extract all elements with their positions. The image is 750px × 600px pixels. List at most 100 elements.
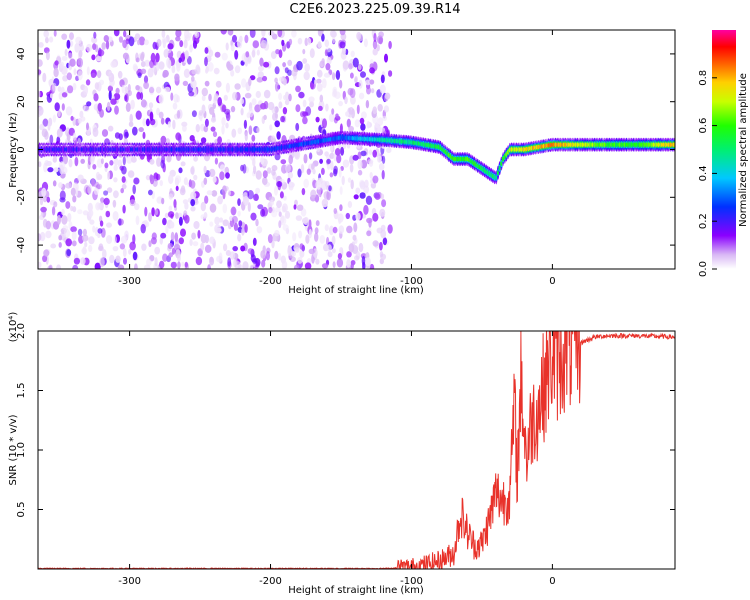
noise-cell: [204, 234, 209, 244]
noise-cell: [137, 72, 142, 79]
noise-cell: [377, 155, 382, 163]
noise-cell: [159, 236, 163, 245]
noise-cell: [184, 214, 190, 224]
noise-cell: [221, 52, 228, 61]
noise-cell: [335, 70, 341, 80]
noise-cell: [135, 85, 140, 91]
noise-cell: [237, 210, 241, 217]
noise-cell: [52, 82, 57, 92]
noise-cell: [365, 100, 370, 109]
noise-cell: [65, 106, 73, 116]
noise-cell: [387, 224, 393, 234]
noise-cell: [222, 190, 226, 200]
noise-cell: [82, 246, 87, 255]
noise-cell: [67, 52, 73, 59]
noise-cell: [299, 249, 305, 258]
noise-cell: [113, 190, 119, 199]
noise-cell: [144, 206, 148, 217]
noise-cell: [287, 59, 293, 66]
noise-cell: [239, 35, 243, 43]
noise-cell: [298, 91, 305, 99]
noise-cell: [112, 211, 119, 221]
noise-cell: [368, 149, 373, 155]
noise-cell: [145, 174, 151, 181]
noise-cell: [204, 47, 209, 54]
noise-cell: [346, 251, 352, 258]
noise-cell: [113, 177, 118, 183]
noise-cell: [129, 113, 133, 124]
noise-cell: [320, 180, 328, 191]
noise-cell: [40, 211, 44, 218]
noise-cell: [141, 243, 147, 251]
noise-cell: [311, 163, 315, 170]
noise-cell: [143, 39, 149, 46]
noise-cell: [140, 223, 146, 234]
noise-cell: [191, 69, 198, 75]
noise-cell: [180, 228, 186, 237]
noise-cell: [209, 203, 217, 213]
noise-cell: [109, 254, 115, 264]
noise-cell: [295, 122, 300, 132]
noise-cell: [244, 34, 249, 44]
noise-cell: [319, 94, 324, 103]
ridge-cell: [498, 166, 501, 171]
noise-cell: [173, 93, 179, 104]
noise-cell: [262, 170, 268, 179]
noise-cell: [353, 222, 358, 233]
noise-cell: [113, 158, 119, 166]
noise-cell: [56, 264, 62, 269]
noise-cell: [360, 123, 366, 131]
noise-cell: [242, 195, 249, 206]
noise-cell: [99, 257, 105, 268]
noise-cell: [129, 199, 136, 207]
noise-cell: [178, 216, 183, 226]
noise-cell: [118, 218, 122, 226]
noise-cell: [352, 234, 357, 241]
noise-cell: [249, 264, 254, 269]
noise-cell: [231, 215, 238, 224]
noise-cell: [278, 220, 282, 229]
noise-cell: [252, 258, 258, 264]
noise-cell: [349, 88, 356, 99]
noise-cell: [170, 231, 175, 242]
noise-cell: [73, 257, 80, 265]
noise-cell: [346, 225, 353, 234]
noise-cell: [284, 91, 290, 101]
noise-cell: [288, 154, 294, 165]
noise-cell: [314, 232, 319, 242]
noise-cell: [321, 33, 325, 42]
noise-cell: [38, 161, 42, 168]
noise-cell: [103, 197, 110, 205]
noise-cell: [203, 165, 207, 174]
noise-cell: [158, 61, 165, 70]
noise-cell: [214, 216, 220, 225]
noise-cell: [113, 164, 118, 171]
noise-cell: [366, 86, 371, 95]
noise-cell: [207, 62, 214, 72]
noise-cell: [123, 129, 129, 139]
colorbar-tick-label: 0.2: [698, 213, 709, 229]
noise-cell: [106, 101, 111, 112]
noise-cell: [247, 248, 254, 255]
noise-cell: [103, 35, 110, 42]
noise-cell: [209, 221, 214, 227]
noise-cell: [214, 94, 219, 100]
noise-cell: [242, 164, 247, 174]
noise-cell: [209, 168, 216, 178]
spectrogram-noise: [38, 30, 393, 269]
noise-cell: [42, 118, 49, 127]
noise-cell: [86, 43, 92, 53]
noise-cell: [225, 82, 230, 93]
noise-cell: [93, 93, 99, 102]
noise-cell: [125, 102, 131, 113]
noise-cell: [332, 35, 336, 44]
noise-cell: [319, 60, 324, 68]
noise-cell: [163, 49, 169, 58]
noise-cell: [329, 152, 335, 159]
noise-cell: [128, 121, 134, 127]
noise-cell: [347, 177, 352, 183]
noise-cell: [344, 96, 348, 105]
noise-cell: [302, 99, 307, 108]
noise-cell: [53, 67, 59, 78]
noise-cell: [289, 181, 293, 187]
